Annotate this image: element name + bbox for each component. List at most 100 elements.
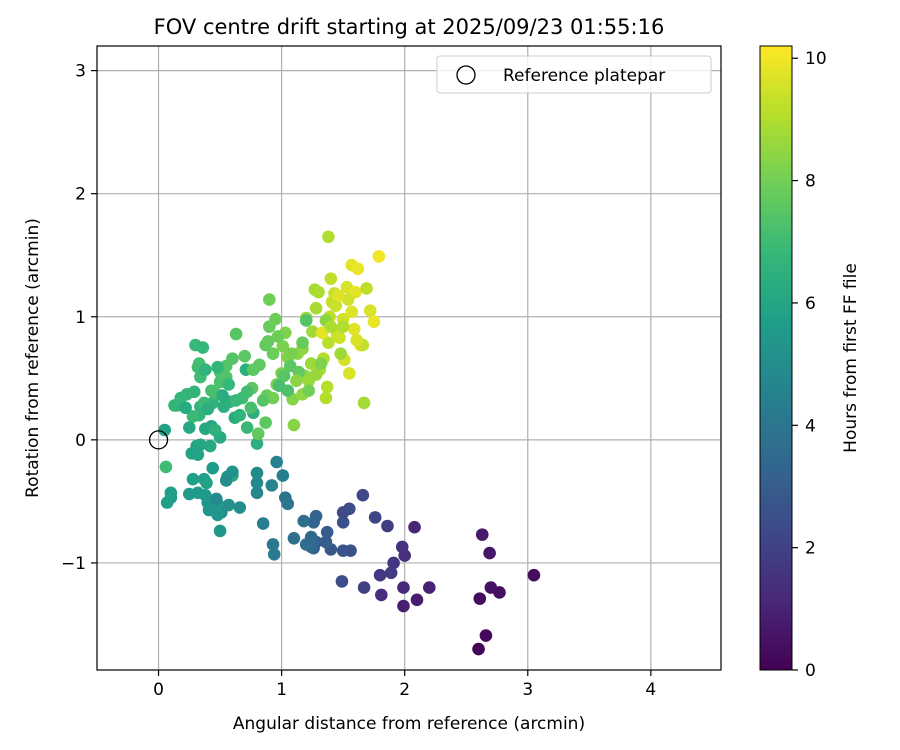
scatter-point	[251, 427, 265, 440]
scatter-point	[265, 479, 279, 492]
scatter-point	[527, 568, 541, 582]
scatter-point	[309, 301, 323, 315]
scatter-point	[250, 486, 264, 500]
scatter-point	[213, 524, 227, 538]
scatter-point	[475, 528, 489, 541]
scatter-point	[297, 514, 311, 528]
scatter-point	[266, 538, 280, 551]
y-axis-label: Rotation from reference (arcmin)	[23, 218, 43, 498]
scatter-point	[250, 466, 264, 480]
scatter-point	[408, 520, 421, 534]
scatter-point	[216, 389, 229, 402]
scatter-point	[186, 410, 200, 423]
x-tick-label: 4	[645, 680, 656, 700]
y-tick-label: 2	[75, 185, 86, 205]
scatter-point	[253, 358, 266, 372]
scatter-point	[343, 367, 356, 380]
scatter-point	[381, 519, 394, 533]
scatter-point	[306, 325, 319, 338]
scatter-point	[312, 285, 325, 299]
y-tick-label: −1	[61, 554, 86, 574]
y-tick-label: 3	[75, 62, 86, 82]
colorbar-label: Hours from first FF file	[841, 263, 861, 453]
scatter-point	[345, 305, 359, 319]
scatter-point	[277, 369, 291, 383]
colorbar-tick-label: 10	[805, 49, 827, 69]
scatter-point	[309, 368, 323, 381]
colorbar-tick-label: 2	[805, 539, 816, 559]
scatter-point	[350, 333, 363, 347]
scatter-point	[285, 347, 298, 360]
scatter-point	[238, 349, 251, 363]
scatter-point	[244, 401, 258, 415]
scatter-point	[290, 374, 303, 388]
scatter-point	[164, 486, 178, 500]
x-tick-label: 0	[153, 680, 164, 700]
scatter-point	[309, 509, 323, 523]
scatter-point	[199, 363, 212, 376]
scatter-point	[158, 423, 171, 437]
colorbar-tick-label: 4	[805, 416, 816, 436]
scatter-point	[336, 320, 350, 333]
data-points	[158, 230, 541, 656]
colorbar-tick-label: 0	[805, 661, 816, 681]
legend: Reference platepar	[436, 55, 712, 94]
scatter-point	[373, 568, 387, 582]
scatter-point	[256, 394, 270, 407]
scatter-point	[267, 548, 281, 561]
scatter-point	[322, 336, 335, 349]
scatter-point	[343, 502, 356, 516]
scatter-point	[320, 380, 334, 394]
scatter-point	[217, 400, 231, 413]
scatter-point	[472, 642, 485, 656]
scatter-point	[333, 331, 346, 344]
scatter-point	[229, 327, 243, 341]
scatter-point	[256, 517, 270, 530]
scatter-point	[160, 496, 174, 509]
scatter-point	[324, 272, 338, 285]
scatter-point	[322, 230, 335, 244]
scatter-point	[357, 396, 371, 410]
scatter-point	[387, 556, 400, 570]
colorbar-ticks: 0 2 4 6 8 10	[792, 49, 827, 681]
scatter-point	[296, 336, 309, 349]
scatter-point	[266, 347, 280, 360]
scatter-point	[324, 320, 338, 333]
scatter-point	[159, 460, 173, 474]
scatter-point	[410, 593, 424, 607]
legend-box	[436, 55, 712, 94]
scatter-point	[331, 289, 345, 303]
scatter-point	[319, 391, 333, 405]
scatter-point	[314, 357, 328, 370]
scatter-point	[233, 408, 247, 422]
reference-platepar-marker	[148, 430, 169, 450]
scatter-point	[179, 401, 192, 415]
scatter-point	[384, 566, 398, 580]
scatter-point	[287, 418, 301, 432]
colorbar-tick-label: 6	[805, 294, 816, 314]
scatter-point	[272, 379, 286, 392]
scatter-point	[196, 341, 210, 354]
y-tick-label: 1	[75, 308, 86, 328]
scatter-point	[335, 575, 349, 588]
scatter-point	[299, 314, 313, 327]
scatter-point	[368, 511, 382, 524]
x-axis-label: Angular distance from reference (arcmin)	[233, 714, 585, 734]
chart-title: FOV centre drift starting at 2025/09/23 …	[154, 15, 665, 39]
scatter-point	[203, 439, 217, 453]
scatter-point	[276, 340, 290, 353]
scatter-point	[202, 503, 216, 517]
scatter-point	[367, 315, 381, 328]
scatter-point	[186, 472, 200, 486]
scatter-point	[201, 402, 215, 416]
scatter-point	[484, 581, 498, 594]
scatter-point	[319, 535, 333, 549]
colorbar-gradient	[759, 45, 793, 671]
scatter-point	[208, 423, 222, 437]
scatter-point	[261, 335, 275, 348]
scatter-point	[206, 461, 219, 475]
scatter-point	[240, 421, 254, 434]
scatter-point	[302, 384, 315, 397]
